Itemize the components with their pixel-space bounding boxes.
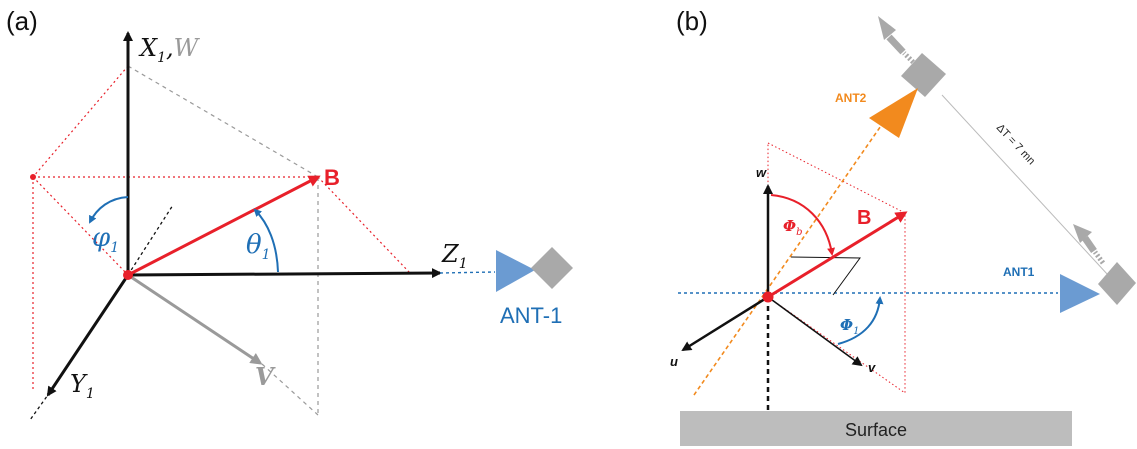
z1-axis-label: Z1 [441, 240, 468, 272]
theta-angle-arc [253, 208, 279, 273]
panel-a: (a) X1,W [6, 6, 573, 421]
b-plane-outline [767, 142, 906, 394]
b-vector-label: B [324, 165, 340, 190]
origin-marker-b [762, 291, 774, 303]
antenna-sightline [439, 271, 496, 274]
ant2-label: ANT2 [835, 91, 867, 105]
ant1-satellite-icon [1060, 224, 1136, 313]
panel-a-red-construction [32, 65, 411, 390]
phi-1-angle-arc [837, 296, 884, 345]
u-axis-label: u [670, 354, 678, 369]
y1-axis [46, 274, 130, 397]
b-vector [127, 175, 321, 277]
v-axis-b-label: v [868, 360, 876, 375]
z1-axis [127, 268, 442, 279]
u-axis [681, 295, 769, 352]
y1-axis-label: Y1 [70, 370, 95, 402]
panel-b: (b) Surface ΔT = 7 mn w u v B [670, 6, 1136, 446]
phi-angle-label: φ1 [92, 223, 119, 256]
panel-b-label: (b) [676, 6, 708, 36]
panel-a-gray-construction [127, 65, 319, 416]
phi-1-angle-label: Φ1 [840, 316, 859, 337]
v-axis-label: V [255, 362, 276, 391]
surface-label: Surface [845, 420, 907, 440]
b-vector-b-label: B [857, 207, 871, 229]
ant-1-label: ANT-1 [500, 303, 562, 328]
panel-a-label: (a) [6, 6, 38, 36]
x1-axis-label: X1,W [138, 34, 201, 66]
theta-angle-label: θ1 [246, 230, 271, 263]
ant2-satellite-icon [869, 16, 946, 138]
ant-1-antenna-icon [496, 247, 573, 292]
satellite-track [941, 94, 1109, 276]
v-axis [127, 273, 263, 365]
delta-t-label: ΔT = 7 mn [994, 122, 1037, 167]
projection-lines [790, 256, 861, 296]
b-vector-b [767, 211, 908, 299]
ant1-label: ANT1 [1003, 265, 1035, 279]
projection-point-marker [30, 174, 36, 180]
origin-marker [123, 270, 133, 280]
y-axis-extension [29, 391, 51, 421]
w-axis-label: w [756, 165, 767, 180]
surface-block [680, 411, 1072, 446]
phi-b-angle-arc [770, 194, 836, 256]
phi-b-angle-label: Φb [783, 217, 802, 238]
v-axis-b [767, 296, 863, 367]
phi-angle-arc [89, 196, 129, 224]
dotted-reference-line [127, 204, 174, 276]
